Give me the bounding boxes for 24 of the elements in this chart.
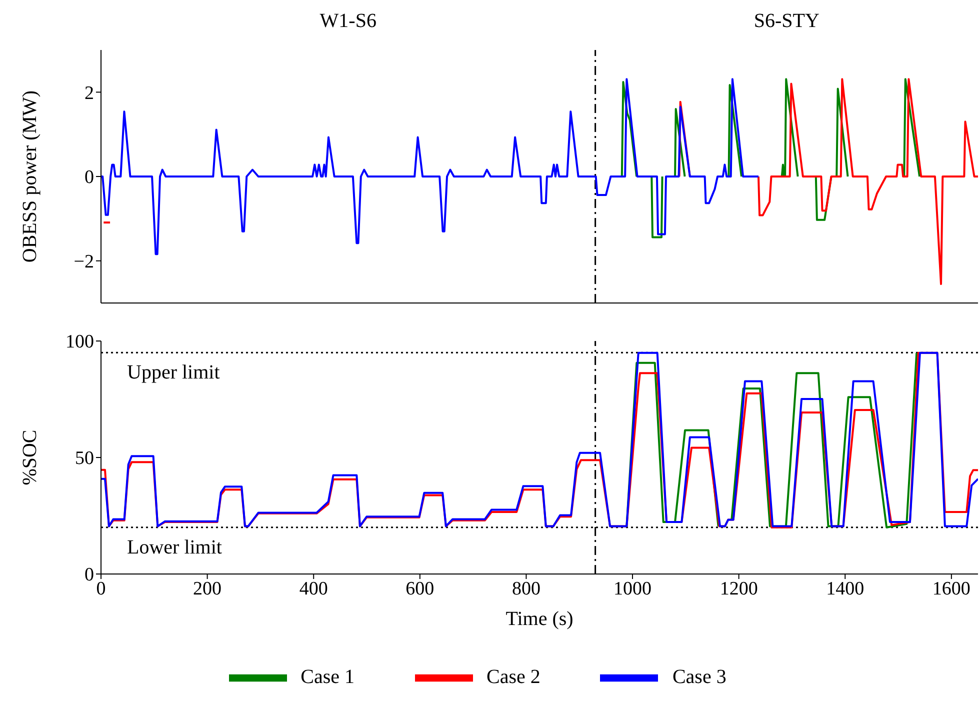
legend-label: Case 2 [486,666,540,688]
legend-label: Case 3 [672,666,726,688]
x-tick-label: 400 [299,578,328,600]
x-tick-label: 600 [406,578,434,600]
y-tick-label: −2 [74,252,94,273]
y-axis-title: OBESS power (MW) [19,90,42,263]
x-tick-label: 200 [193,578,222,600]
y-tick-label: 2 [84,82,94,104]
y-tick-label: 100 [66,332,94,353]
y-tick-label: 0 [84,564,94,586]
x-axis-title: Time (s) [506,608,574,630]
x-tick-label: 1600 [932,578,970,600]
y-axis-title: %SOC [19,430,42,486]
x-tick-label: 1200 [720,578,758,600]
ref-line-label: Lower limit [127,536,222,558]
y-tick-label: 0 [84,167,94,188]
y-tick-label: 50 [75,448,94,470]
text: S6-STY [752,10,820,33]
x-tick-label: 1400 [826,578,864,600]
text: W1-S6 [318,10,378,33]
legend-label: Case 1 [300,666,355,688]
x-tick-label: 1000 [614,578,652,600]
x-tick-label: 800 [512,578,540,600]
ref-line-label: Upper limit [127,362,220,384]
